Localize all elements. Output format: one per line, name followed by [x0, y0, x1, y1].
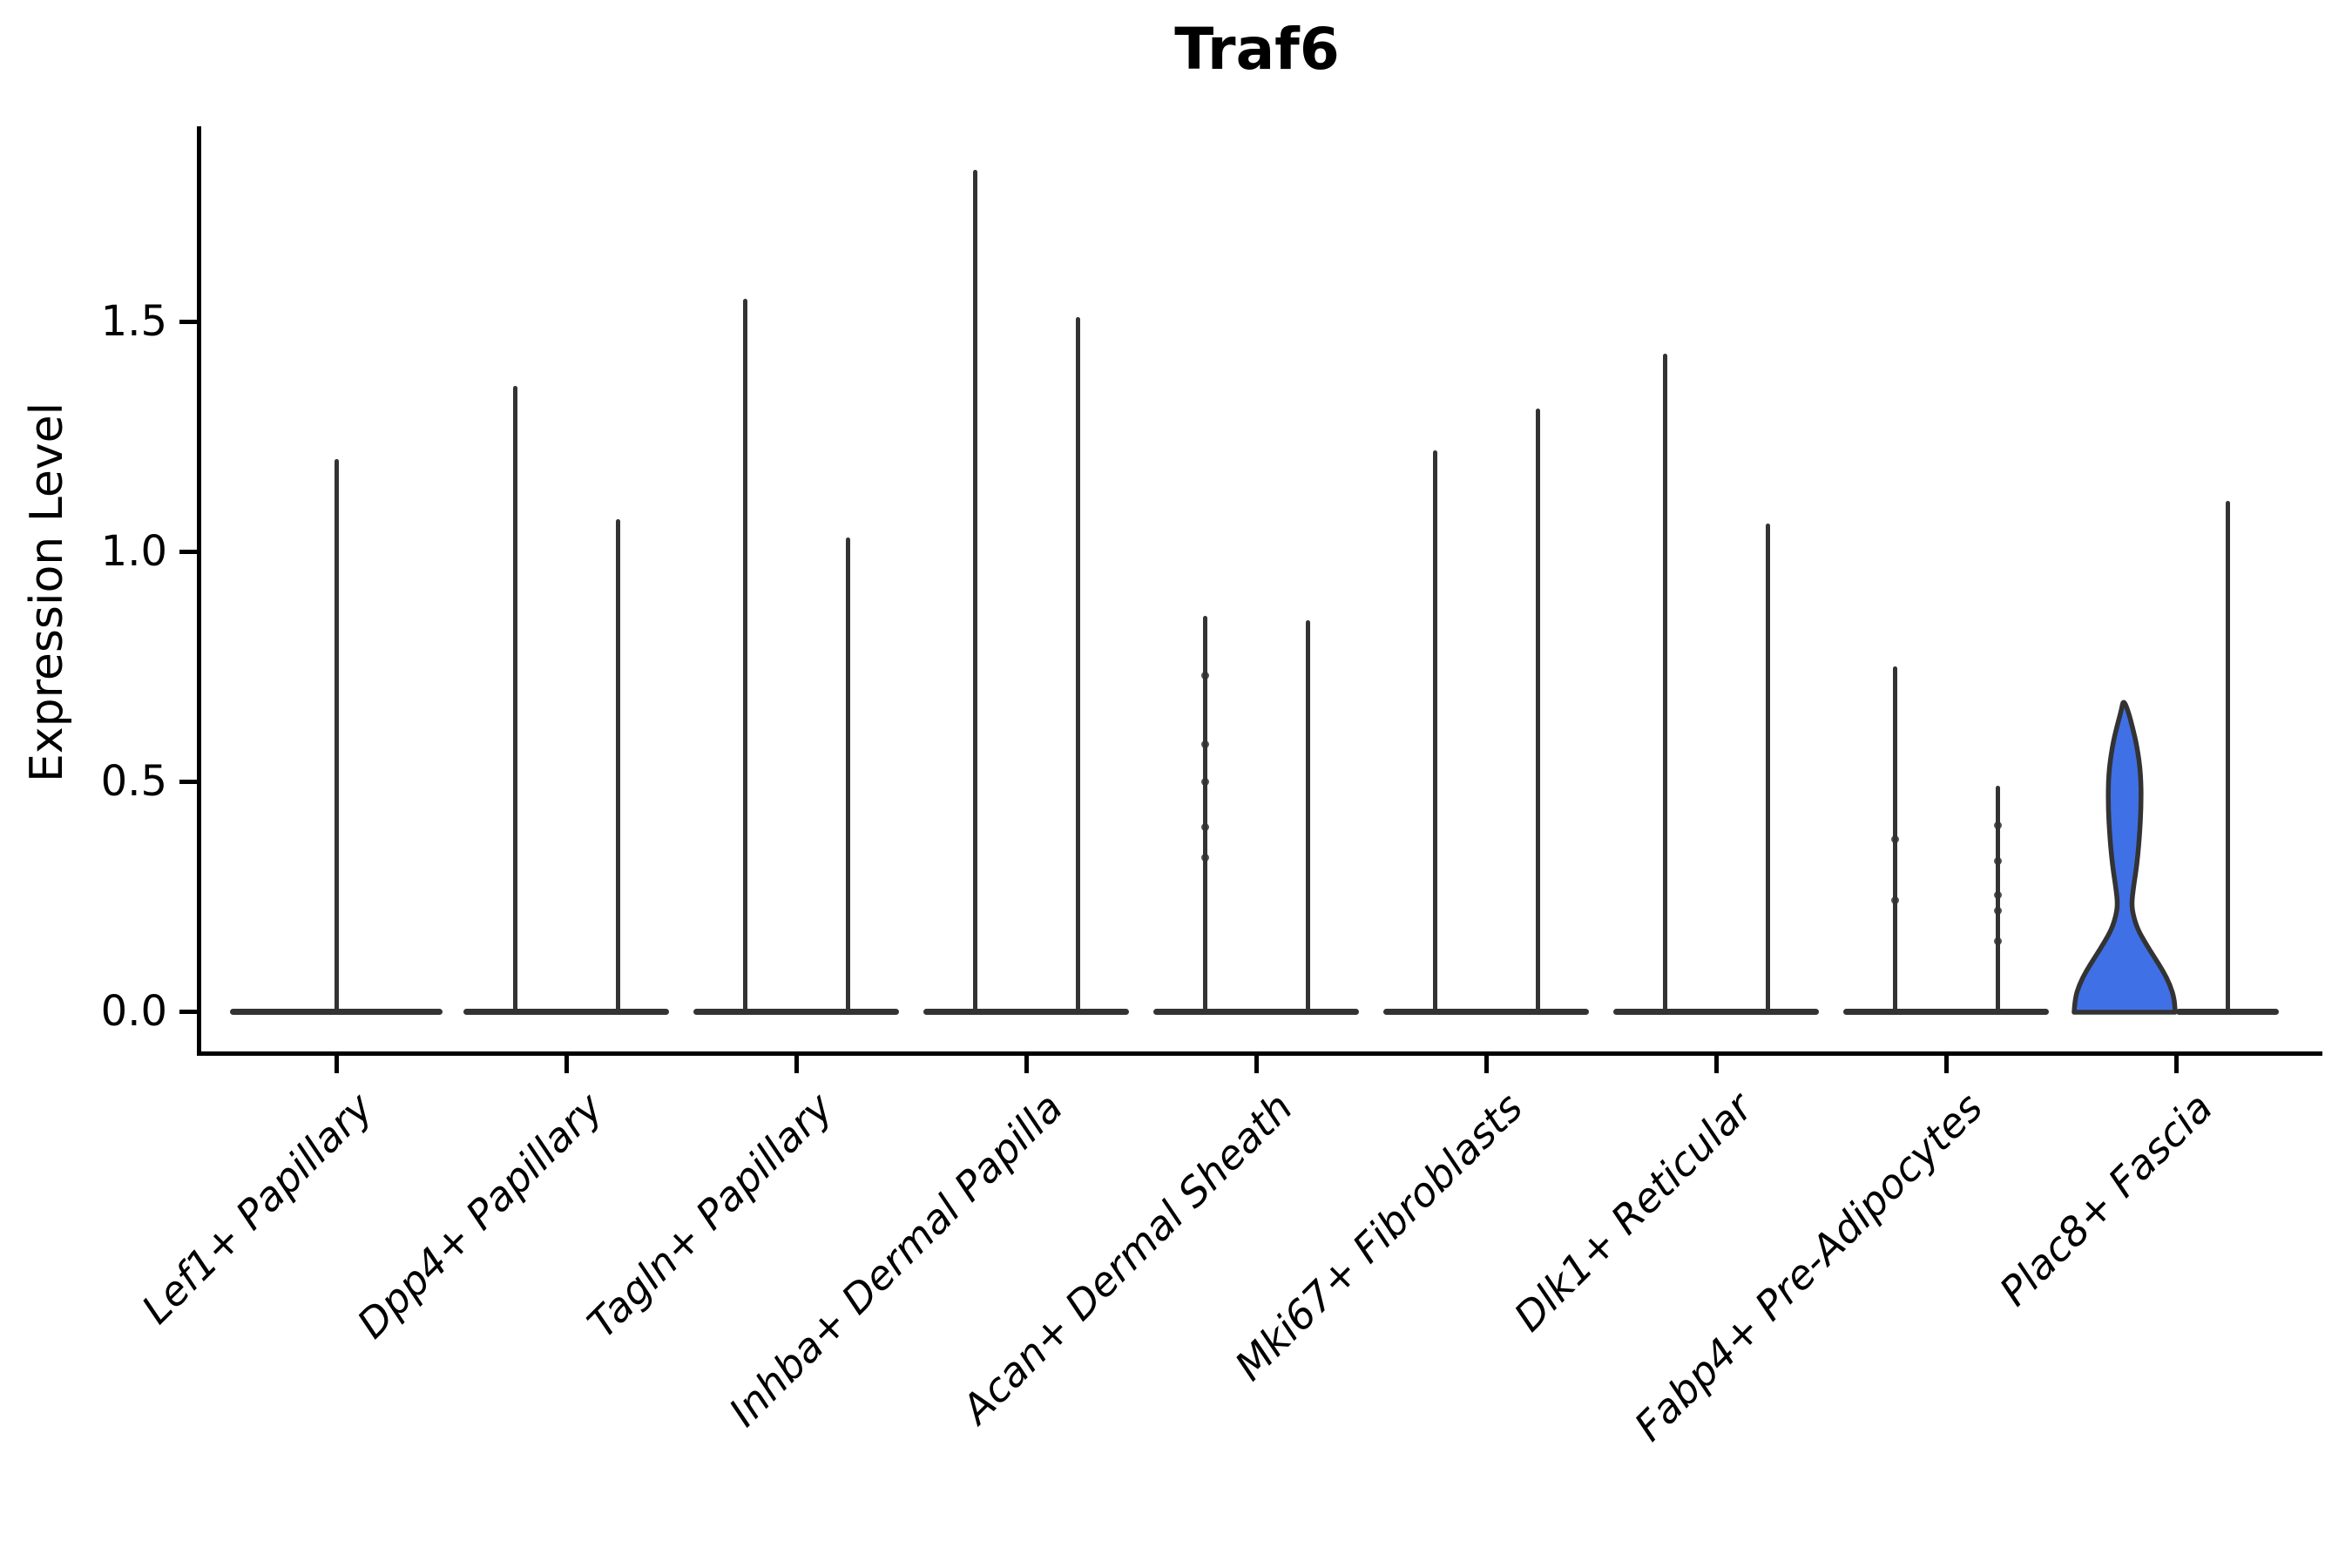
x-tick: [1943, 1054, 1949, 1073]
violin-spike: [742, 298, 747, 1013]
violin-base: [1153, 1009, 1359, 1015]
violin-spike: [845, 537, 850, 1013]
x-tick: [564, 1054, 569, 1073]
violin-spike: [1535, 409, 1540, 1013]
violin-spike: [1995, 786, 2000, 1013]
x-tick: [1713, 1054, 1719, 1073]
violin-jitter-point: [1200, 777, 1209, 786]
violin-base: [1383, 1009, 1589, 1015]
x-tick: [1484, 1054, 1489, 1073]
x-tick-label: Dpp4+ Papillary: [348, 1084, 612, 1348]
violin-spike: [1662, 353, 1667, 1013]
violin-jitter-point: [1200, 853, 1209, 862]
violin-spike: [334, 459, 339, 1013]
y-tick-label: 0.0: [100, 987, 167, 1036]
violin-spike: [1075, 316, 1080, 1013]
violin-base: [1843, 1009, 2049, 1015]
violin-spike: [512, 385, 517, 1013]
violin-jitter-point: [1993, 936, 2002, 945]
violin-base: [923, 1009, 1129, 1015]
fascia-filled-violin: [2072, 700, 2178, 1015]
violin-spike: [2225, 500, 2230, 1013]
y-tick: [179, 319, 199, 324]
violin-jitter-point: [1890, 896, 1899, 904]
x-tick: [1254, 1054, 1259, 1073]
violin-spike: [615, 519, 620, 1013]
bottom-axis-spine: [197, 1051, 2322, 1056]
violin-jitter-point: [1200, 672, 1209, 680]
y-tick: [179, 549, 199, 554]
violin-base: [463, 1009, 669, 1015]
violin-spike: [972, 169, 977, 1013]
y-tick-label: 1.5: [100, 297, 167, 346]
x-tick: [334, 1054, 339, 1073]
chart-title: Traf6: [1174, 16, 1340, 83]
x-tick: [1024, 1054, 1029, 1073]
violin-spike: [1305, 620, 1310, 1013]
x-tick: [794, 1054, 799, 1073]
violin-jitter-point: [1200, 740, 1209, 749]
y-tick: [179, 779, 199, 784]
violin-jitter-point: [1890, 835, 1899, 843]
violin-jitter-point: [1993, 821, 2002, 829]
y-tick: [179, 1009, 199, 1014]
violin-jitter-point: [1993, 857, 2002, 866]
violin-jitter-point: [1993, 907, 2002, 916]
violin-base: [1613, 1009, 1819, 1015]
y-tick-label: 1.0: [100, 527, 167, 576]
fascia-violin-shape: [2072, 700, 2178, 1015]
left-axis-spine: [197, 126, 201, 1056]
x-tick: [2173, 1054, 2179, 1073]
y-tick-label: 0.5: [100, 757, 167, 806]
violin-spike: [1765, 524, 1770, 1013]
violin-spike: [1202, 615, 1207, 1013]
violin-jitter-point: [1993, 891, 2002, 900]
violin-jitter-point: [1200, 823, 1209, 832]
y-axis-label: Expression Level: [21, 402, 73, 783]
violin-base: [693, 1009, 899, 1015]
violin-spike: [1432, 449, 1437, 1013]
